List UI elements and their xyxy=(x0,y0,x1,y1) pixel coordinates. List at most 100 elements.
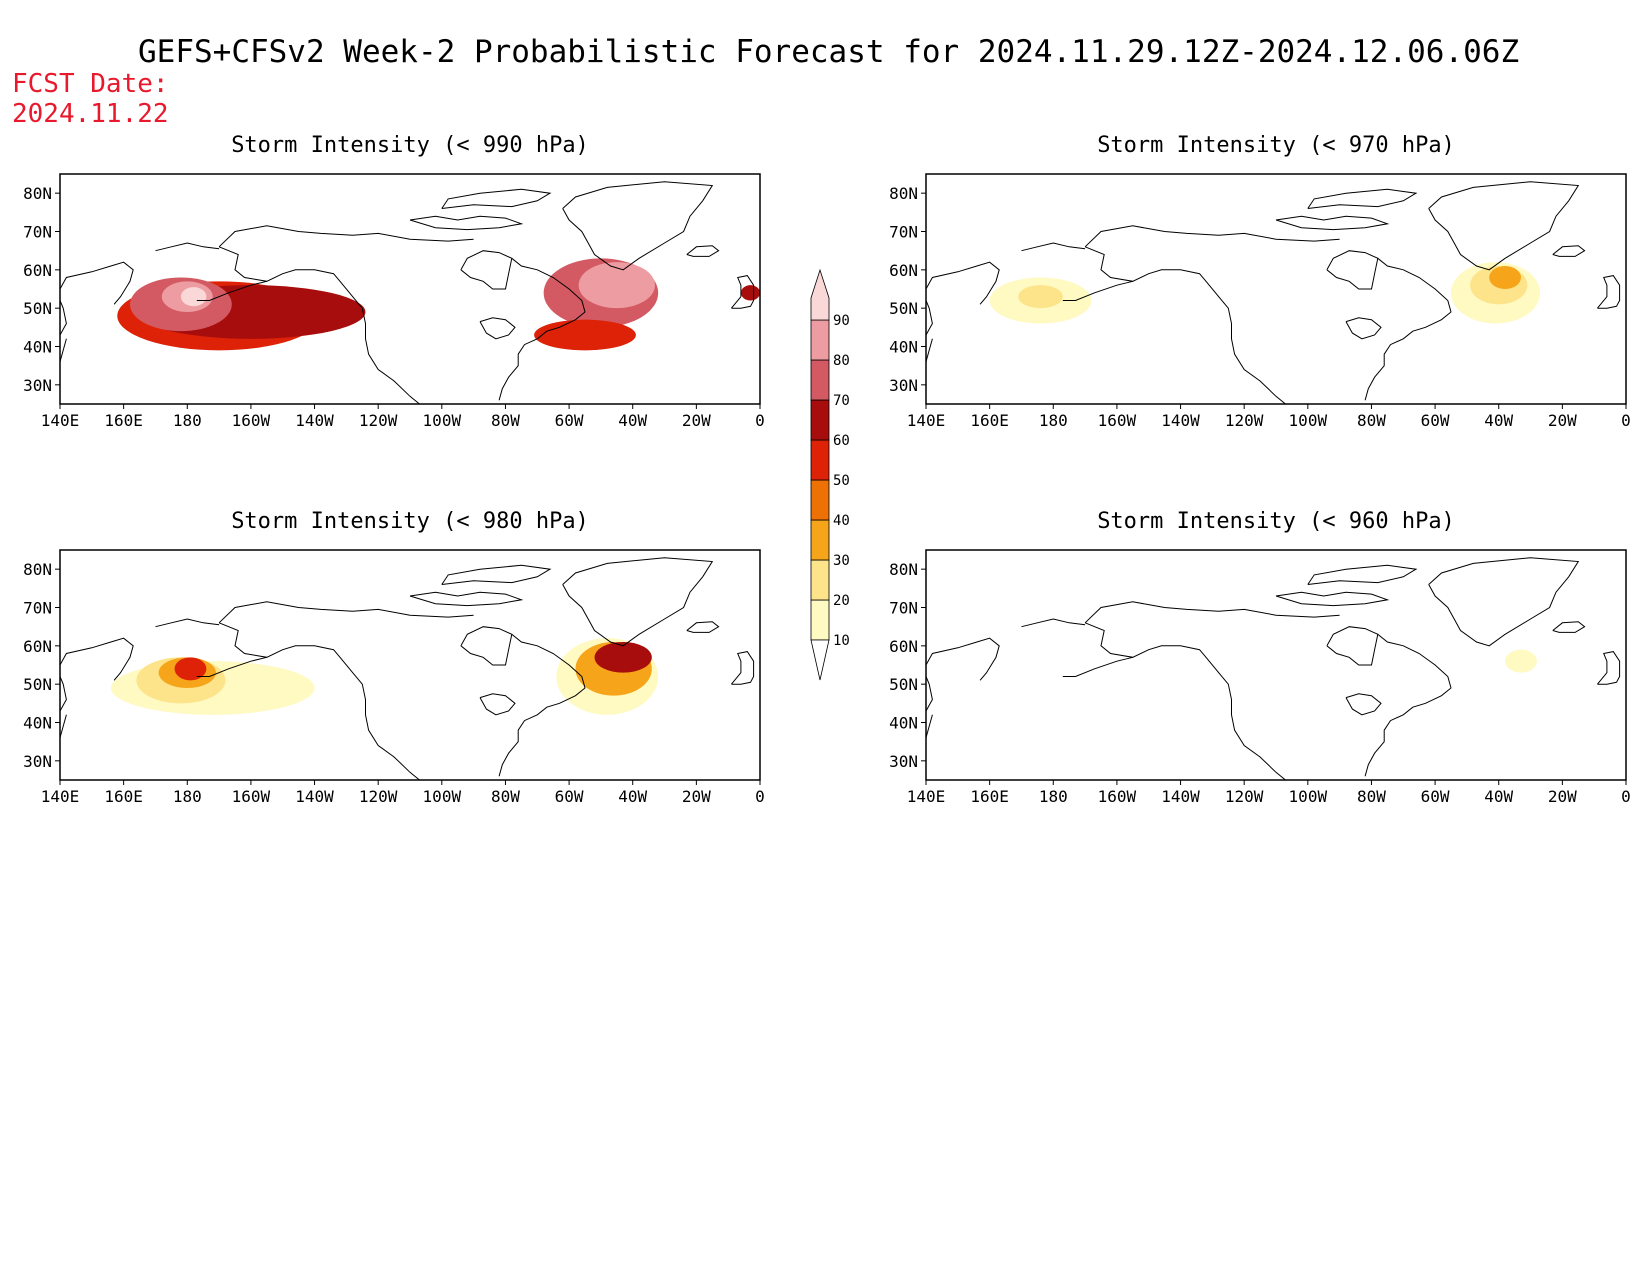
probability-area xyxy=(578,262,655,309)
x-tick-label: 160E xyxy=(104,787,143,806)
colorbar-swatch xyxy=(810,319,830,361)
coastline xyxy=(1364,257,1452,401)
coastline xyxy=(731,275,755,309)
colorbar-swatch xyxy=(810,519,830,561)
coastline xyxy=(1428,181,1580,271)
x-tick-label: 180 xyxy=(173,787,202,806)
coastline xyxy=(1021,618,1086,628)
coastline xyxy=(1364,633,1452,777)
x-tick-label: 80W xyxy=(1357,787,1386,806)
coastline xyxy=(1428,557,1580,647)
x-tick-label: 100W xyxy=(423,787,462,806)
coastline xyxy=(60,300,67,336)
colorbar-label: 20 xyxy=(833,593,850,609)
coastline xyxy=(460,250,513,290)
y-tick-label: 60N xyxy=(889,637,918,656)
probability-area xyxy=(180,287,207,307)
colorbar: 10 20 30 40 50 60 70 80 90 xyxy=(810,268,850,681)
x-tick-label: 140E xyxy=(41,787,80,806)
coastline xyxy=(409,215,524,231)
y-tick-label: 80N xyxy=(23,560,52,579)
y-tick-label: 60N xyxy=(23,637,52,656)
y-tick-label: 30N xyxy=(23,376,52,395)
y-tick-label: 80N xyxy=(889,184,918,203)
coastline xyxy=(1326,250,1379,290)
x-tick-label: 20W xyxy=(682,787,711,806)
probability-area xyxy=(594,642,652,673)
colorbar-label: 90 xyxy=(833,313,850,329)
map-panel-3: Storm Intensity (< 980 hPa) 140E 160E 180 16… xyxy=(23,509,765,806)
panel-title: Storm Intensity (< 980 hPa) xyxy=(231,509,589,534)
y-tick-label: 50N xyxy=(23,675,52,694)
probability-area xyxy=(1489,266,1522,289)
coastline xyxy=(1597,275,1621,309)
x-tick-label: 180 xyxy=(1039,787,1068,806)
x-tick-label: 120W xyxy=(1225,411,1264,430)
y-tick-label: 80N xyxy=(889,560,918,579)
coastline xyxy=(60,676,67,712)
coastline xyxy=(926,676,933,712)
coastline xyxy=(409,591,524,607)
coastline xyxy=(155,618,220,628)
coastline xyxy=(196,656,267,677)
coastline xyxy=(1345,693,1382,716)
x-tick-label: 100W xyxy=(1289,787,1328,806)
coastline xyxy=(926,338,933,362)
main-title: GEFS+CFSv2 Week-2 Probabilistic Forecast… xyxy=(138,34,1519,70)
coastline xyxy=(60,637,134,681)
coastline xyxy=(218,246,420,404)
x-tick-label: 160W xyxy=(1098,787,1137,806)
x-tick-label: 20W xyxy=(1548,411,1577,430)
x-tick-label: 160W xyxy=(232,411,271,430)
probability-area xyxy=(1018,285,1063,309)
map-frame xyxy=(59,549,761,781)
x-tick-label: 180 xyxy=(1039,411,1068,430)
x-tick-label: 0 xyxy=(755,787,765,806)
coastline xyxy=(1021,242,1086,252)
y-tick-label: 50N xyxy=(23,299,52,318)
coastline xyxy=(218,225,474,248)
colorbar-swatch xyxy=(810,359,830,401)
y-tick-label: 30N xyxy=(889,376,918,395)
coastline xyxy=(1307,188,1418,209)
map-panel-4: Storm Intensity (< 960 hPa) 140E 160E 180 16… xyxy=(889,509,1631,806)
coastline xyxy=(926,637,1000,681)
y-tick-label: 50N xyxy=(889,299,918,318)
x-tick-label: 40W xyxy=(1484,787,1513,806)
x-tick-label: 60W xyxy=(1421,411,1450,430)
coastline xyxy=(1275,591,1390,607)
fcst-date-label: FCST Date: xyxy=(12,69,169,99)
x-tick-label: 0 xyxy=(1621,787,1631,806)
y-tick-label: 70N xyxy=(889,599,918,618)
coastline xyxy=(479,317,516,340)
x-tick-label: 80W xyxy=(491,787,520,806)
x-tick-label: 60W xyxy=(1421,787,1450,806)
y-tick-label: 40N xyxy=(889,714,918,733)
colorbar-swatch xyxy=(810,599,830,641)
colorbar-label: 70 xyxy=(833,393,850,409)
x-tick-label: 120W xyxy=(1225,787,1264,806)
x-tick-label: 160W xyxy=(232,787,271,806)
probability-area xyxy=(174,657,207,681)
colorbar-label: 60 xyxy=(833,433,850,449)
coastline xyxy=(1084,601,1340,624)
colorbar-under-arrow xyxy=(810,639,830,681)
coastline xyxy=(1062,280,1133,301)
x-tick-label: 140W xyxy=(295,787,334,806)
panel-title: Storm Intensity (< 970 hPa) xyxy=(1097,133,1455,158)
x-tick-label: 40W xyxy=(618,411,647,430)
x-tick-label: 140W xyxy=(1161,787,1200,806)
map-frame xyxy=(925,549,1627,781)
panel-title: Storm Intensity (< 990 hPa) xyxy=(231,133,589,158)
map-panel-2: Storm Intensity (< 970 hPa) 140E 160E 180 16… xyxy=(889,133,1631,430)
y-tick-label: 50N xyxy=(889,675,918,694)
x-tick-label: 180 xyxy=(173,411,202,430)
y-tick-label: 30N xyxy=(23,752,52,771)
x-tick-label: 160E xyxy=(104,411,143,430)
colorbar-label: 30 xyxy=(833,553,850,569)
y-tick-label: 40N xyxy=(23,338,52,357)
coastline xyxy=(60,714,67,738)
coastline xyxy=(1326,626,1379,666)
coastline xyxy=(479,693,516,716)
coastline xyxy=(926,300,933,336)
